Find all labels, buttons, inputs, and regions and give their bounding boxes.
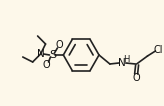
Text: H: H [123,56,130,64]
Text: O: O [133,73,140,83]
Text: S: S [49,50,56,60]
Text: N: N [37,49,44,59]
Text: O: O [56,40,63,50]
Text: Cl: Cl [154,45,163,55]
Text: N: N [118,58,126,68]
Text: O: O [43,60,50,70]
